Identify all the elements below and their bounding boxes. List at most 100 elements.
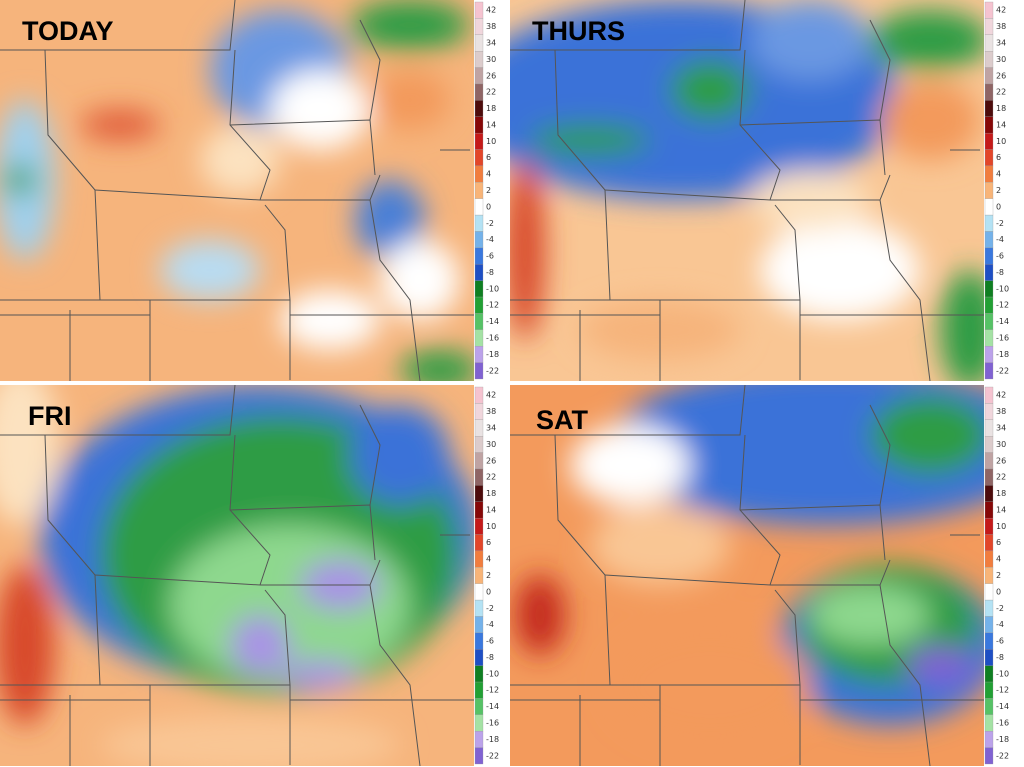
colorbar-swatch <box>474 313 484 330</box>
colorbar-swatch <box>984 452 994 470</box>
colorbar-label: 34 <box>996 38 1006 47</box>
colorbar-swatch <box>984 264 994 281</box>
colorbar-label: 34 <box>996 423 1006 432</box>
colorbar-swatch <box>474 698 484 715</box>
colorbar-swatch <box>474 681 484 699</box>
colorbar-label: 22 <box>996 473 1006 482</box>
colorbar-swatch <box>984 485 994 502</box>
colorbar-label: 10 <box>486 522 496 531</box>
colorbar-swatch <box>474 132 484 150</box>
colorbar-swatch <box>474 280 484 298</box>
colorbar-label: 6 <box>486 153 491 162</box>
colorbar-swatch <box>984 198 994 216</box>
colorbar-swatch <box>474 419 484 437</box>
colorbar-label: 30 <box>486 55 496 64</box>
colorbar-label: -18 <box>996 350 1009 359</box>
colorbar-label: -14 <box>996 702 1009 711</box>
colorbar-swatch <box>474 18 484 35</box>
colorbar-label: 2 <box>996 186 1001 195</box>
colorbar-label: 18 <box>996 489 1006 498</box>
colorbar-label: 6 <box>486 538 491 547</box>
colorbar-label: 18 <box>486 104 496 113</box>
colorbar-swatch <box>474 501 484 519</box>
colorbar-label: -12 <box>486 686 499 695</box>
colorbar-label: -14 <box>486 317 499 326</box>
colorbar-swatch <box>984 313 994 330</box>
colorbar-swatch <box>984 83 994 101</box>
colorbar-swatch <box>984 665 994 683</box>
colorbar-swatch <box>984 1 994 19</box>
colorbar-label: 4 <box>486 170 491 179</box>
panel-label: SAT <box>536 405 589 435</box>
colorbar-label: -2 <box>996 604 1004 613</box>
map-panel: THURS 4238343026221814106420-2-4-6-8-10-… <box>510 0 1020 381</box>
colorbar-label: -10 <box>486 284 499 293</box>
panel-label: TODAY <box>22 16 114 46</box>
colorbar-label: -8 <box>486 653 494 662</box>
colorbar-label: -16 <box>486 719 499 728</box>
colorbar-label: -6 <box>996 637 1004 646</box>
colorbar-label: -16 <box>996 334 1009 343</box>
colorbar-label: 0 <box>486 587 491 596</box>
colorbar-label: 14 <box>486 505 496 514</box>
colorbar-swatch <box>984 550 994 568</box>
colorbar-swatch <box>984 731 994 748</box>
colorbar-swatch <box>984 132 994 150</box>
colorbar-swatch <box>984 149 994 167</box>
colorbar-swatch <box>474 747 484 765</box>
colorbar-label: -22 <box>996 366 1009 375</box>
colorbar-label: -18 <box>996 735 1009 744</box>
colorbar-label: -6 <box>486 637 494 646</box>
colorbar-swatch <box>984 18 994 35</box>
colorbar-label: 42 <box>486 391 496 400</box>
colorbar-swatch <box>474 550 484 568</box>
colorbar-swatch <box>474 198 484 216</box>
colorbar-label: -12 <box>996 686 1009 695</box>
colorbar-label: -2 <box>486 219 494 228</box>
colorbar-label: -18 <box>486 350 499 359</box>
colorbar-label: -22 <box>486 366 499 375</box>
colorbar-swatch <box>474 485 484 502</box>
colorbar-label: 10 <box>486 137 496 146</box>
colorbar-swatch <box>984 346 994 363</box>
colorbar-swatch <box>474 346 484 363</box>
colorbar-swatch <box>474 436 484 453</box>
colorbar-label: 30 <box>996 440 1006 449</box>
colorbar-label: 26 <box>996 71 1006 80</box>
colorbar-swatch <box>474 165 484 183</box>
colorbar-swatch <box>984 34 994 52</box>
panel-label: THURS <box>532 16 625 46</box>
colorbar-swatch <box>984 51 994 68</box>
colorbar-label: -6 <box>486 252 494 261</box>
colorbar-label: 0 <box>996 587 1001 596</box>
colorbar-label: 18 <box>486 489 496 498</box>
colorbar-label: 38 <box>486 407 496 416</box>
colorbar-swatch <box>984 419 994 437</box>
colorbar-swatch <box>474 329 484 347</box>
colorbar-swatch <box>474 362 484 380</box>
colorbar-swatch <box>984 436 994 453</box>
colorbar-label: 0 <box>486 202 491 211</box>
colorbar-swatch <box>984 599 994 617</box>
colorbar-label: 0 <box>996 202 1001 211</box>
colorbar-label: 14 <box>486 120 496 129</box>
colorbar-label: -10 <box>996 284 1009 293</box>
colorbar-label: 30 <box>486 440 496 449</box>
colorbar-swatch <box>474 665 484 683</box>
colorbar-label: -8 <box>996 653 1004 662</box>
colorbar-swatch <box>474 468 484 486</box>
colorbar-label: 38 <box>996 407 1006 416</box>
colorbar-swatch <box>984 247 994 265</box>
colorbar-label: -2 <box>996 219 1004 228</box>
colorbar-label: -12 <box>486 301 499 310</box>
colorbar-swatch <box>474 116 484 134</box>
colorbar-swatch <box>984 403 994 420</box>
colorbar-swatch <box>984 681 994 699</box>
colorbar-label: 26 <box>486 71 496 80</box>
colorbar-swatch <box>474 231 484 249</box>
colorbar-label: 38 <box>996 22 1006 31</box>
colorbar-swatch <box>474 296 484 314</box>
colorbar-swatch <box>984 698 994 715</box>
colorbar-label: 22 <box>996 88 1006 97</box>
colorbar-label: 26 <box>996 456 1006 465</box>
